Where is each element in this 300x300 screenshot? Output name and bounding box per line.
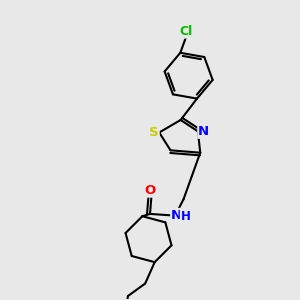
- Text: O: O: [144, 184, 156, 196]
- Text: N: N: [171, 209, 182, 222]
- Text: Cl: Cl: [180, 25, 193, 38]
- Text: H: H: [181, 210, 190, 224]
- Text: N: N: [198, 125, 209, 138]
- Text: S: S: [149, 126, 159, 139]
